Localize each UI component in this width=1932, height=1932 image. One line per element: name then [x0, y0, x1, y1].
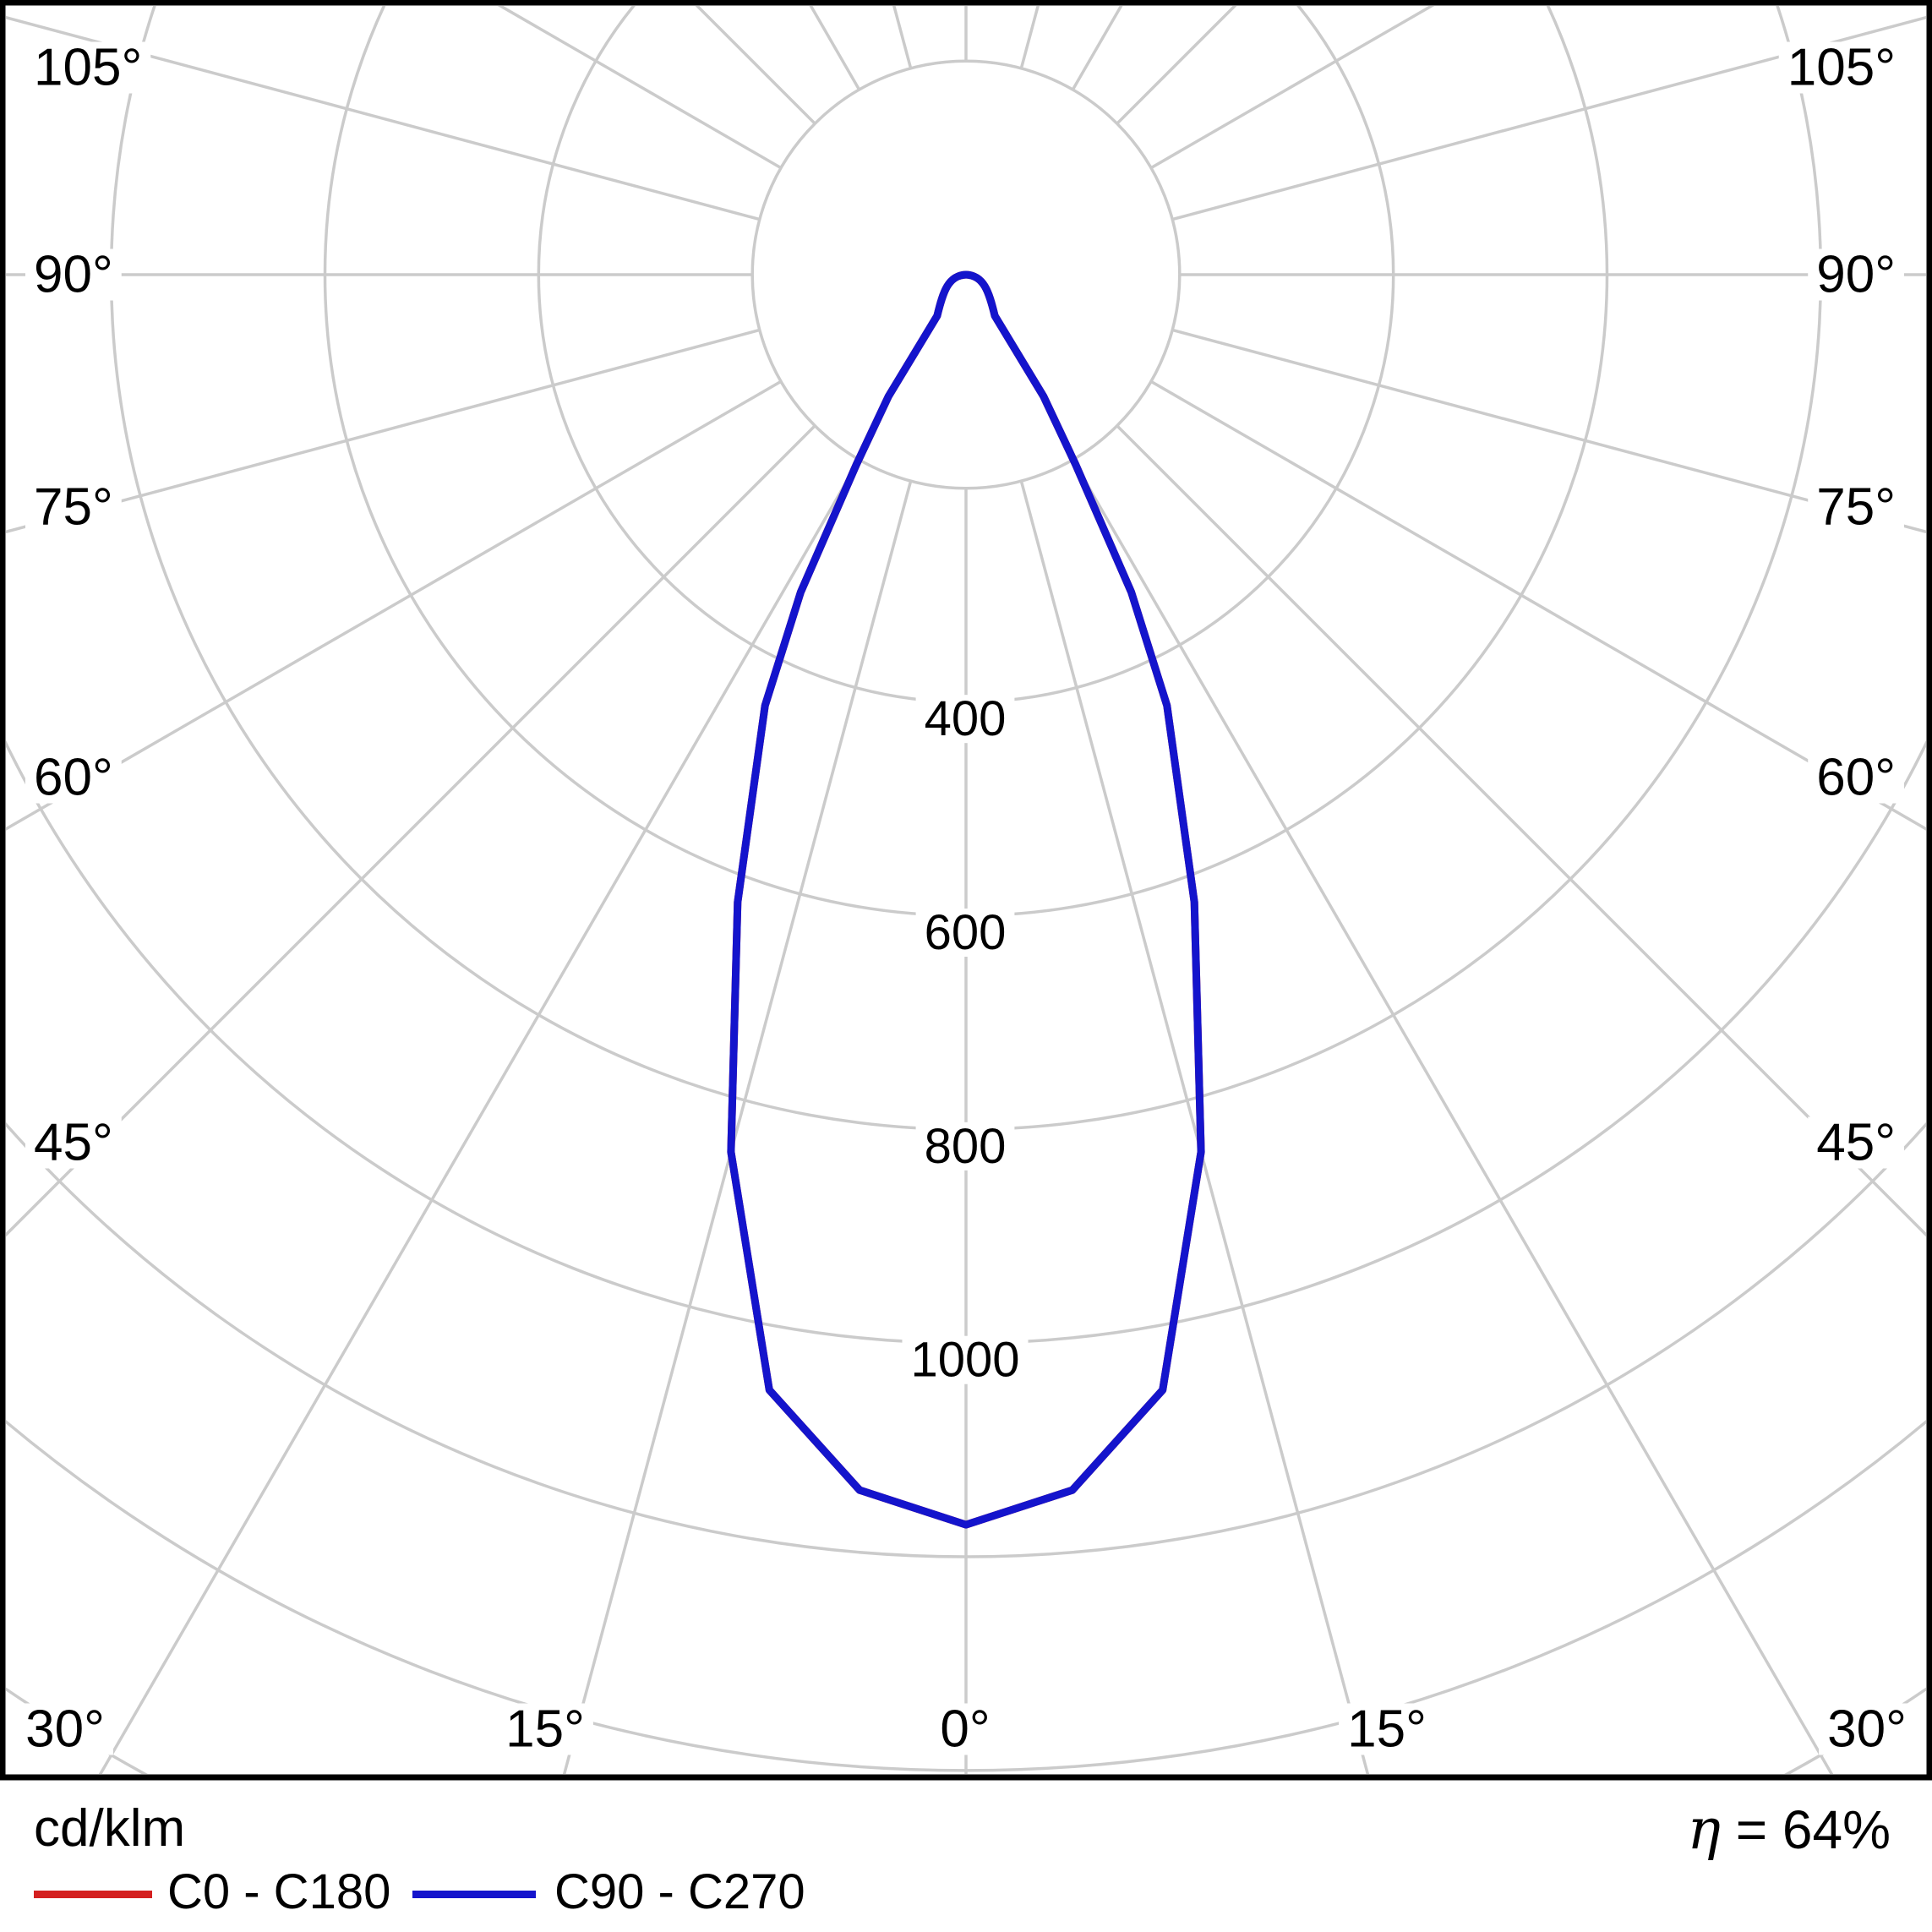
angle-label-right-90-bg	[1808, 248, 1904, 301]
angle-label-left-105: 105°	[34, 39, 142, 97]
ring-label-400-bg	[915, 695, 1015, 744]
angle-label-bottom-4-bg	[1819, 1703, 1915, 1755]
angle-label-right-60-bg	[1808, 751, 1904, 804]
grid-spoke-15	[1019, 480, 1370, 1774]
grid-spoke-255	[6, 15, 761, 221]
angle-label-right-105-bg	[1778, 41, 1904, 94]
angle-label-left-90-bg	[25, 248, 122, 301]
grid-spoke-315	[6, 424, 816, 1237]
angle-label-right-90: 90°	[1816, 246, 1896, 304]
angle-label-left-60-bg	[25, 751, 122, 804]
angle-label-right-75: 75°	[1816, 478, 1896, 537]
grid-spoke-60	[1150, 379, 1926, 831]
ring-label-1000-bg	[902, 1335, 1029, 1384]
grid-spoke-285	[6, 328, 761, 534]
unit-label: cd/klm	[34, 1799, 186, 1858]
angle-label-bottom-3-bg	[1339, 1703, 1435, 1755]
angle-label-bottom-2: 0°	[940, 1700, 990, 1759]
legend-swatch-c0-c180	[34, 1891, 152, 1898]
angle-label-right-60: 60°	[1816, 749, 1896, 807]
angle-label-left-75: 75°	[34, 478, 113, 537]
legend-swatch-c90-c270	[412, 1891, 536, 1898]
grid-spoke-330	[98, 459, 861, 1774]
grid-spoke-345	[562, 480, 913, 1774]
angle-label-left-60: 60°	[34, 749, 113, 807]
ring-label-600: 600	[925, 905, 1007, 960]
angle-label-bottom-3: 15°	[1347, 1700, 1427, 1759]
grid-spoke-105	[1171, 15, 1926, 221]
angle-label-bottom-1-bg	[497, 1703, 593, 1755]
grid-spoke-195	[892, 6, 913, 69]
angle-label-bottom-0-bg	[17, 1703, 113, 1755]
grid-spoke-75	[1171, 328, 1926, 534]
eta-value: = 64%	[1720, 1799, 1891, 1860]
angle-label-left-45: 45°	[34, 1114, 113, 1172]
eta-symbol: η	[1687, 1797, 1721, 1862]
legend-label-c90-c270: C90 - C270	[554, 1864, 805, 1919]
ring-label-1000: 1000	[910, 1333, 1019, 1388]
angle-label-left-75-bg	[25, 481, 122, 533]
angle-label-left-90: 90°	[34, 246, 113, 304]
series-c90-c270	[727, 270, 1205, 1529]
grid-spoke-165	[1019, 6, 1040, 69]
angle-label-left-105-bg	[25, 41, 151, 94]
angle-label-left-45-bg	[25, 1116, 122, 1169]
angle-label-bottom-1: 15°	[505, 1700, 585, 1759]
angle-label-bottom-2-bg	[931, 1703, 999, 1755]
grid-spoke-30	[1071, 459, 1834, 1774]
ring-label-800: 800	[925, 1119, 1007, 1174]
angle-label-right-45-bg	[1808, 1116, 1904, 1169]
ring-label-600-bg	[915, 909, 1015, 958]
angle-label-bottom-0: 30°	[25, 1700, 105, 1759]
ring-label-400: 400	[925, 691, 1007, 746]
ring-label-800-bg	[915, 1122, 1015, 1171]
angle-label-right-75-bg	[1808, 481, 1904, 533]
legend-label-c0-c180: C0 - C180	[167, 1864, 391, 1919]
angle-label-right-105: 105°	[1787, 39, 1896, 97]
efficiency-label: η = 64%	[1687, 1797, 1891, 1862]
chart-frame	[0, 0, 1932, 1781]
grid-spoke-300	[6, 379, 782, 831]
angle-label-bottom-4: 30°	[1827, 1700, 1907, 1759]
angle-label-right-45: 45°	[1816, 1114, 1896, 1172]
